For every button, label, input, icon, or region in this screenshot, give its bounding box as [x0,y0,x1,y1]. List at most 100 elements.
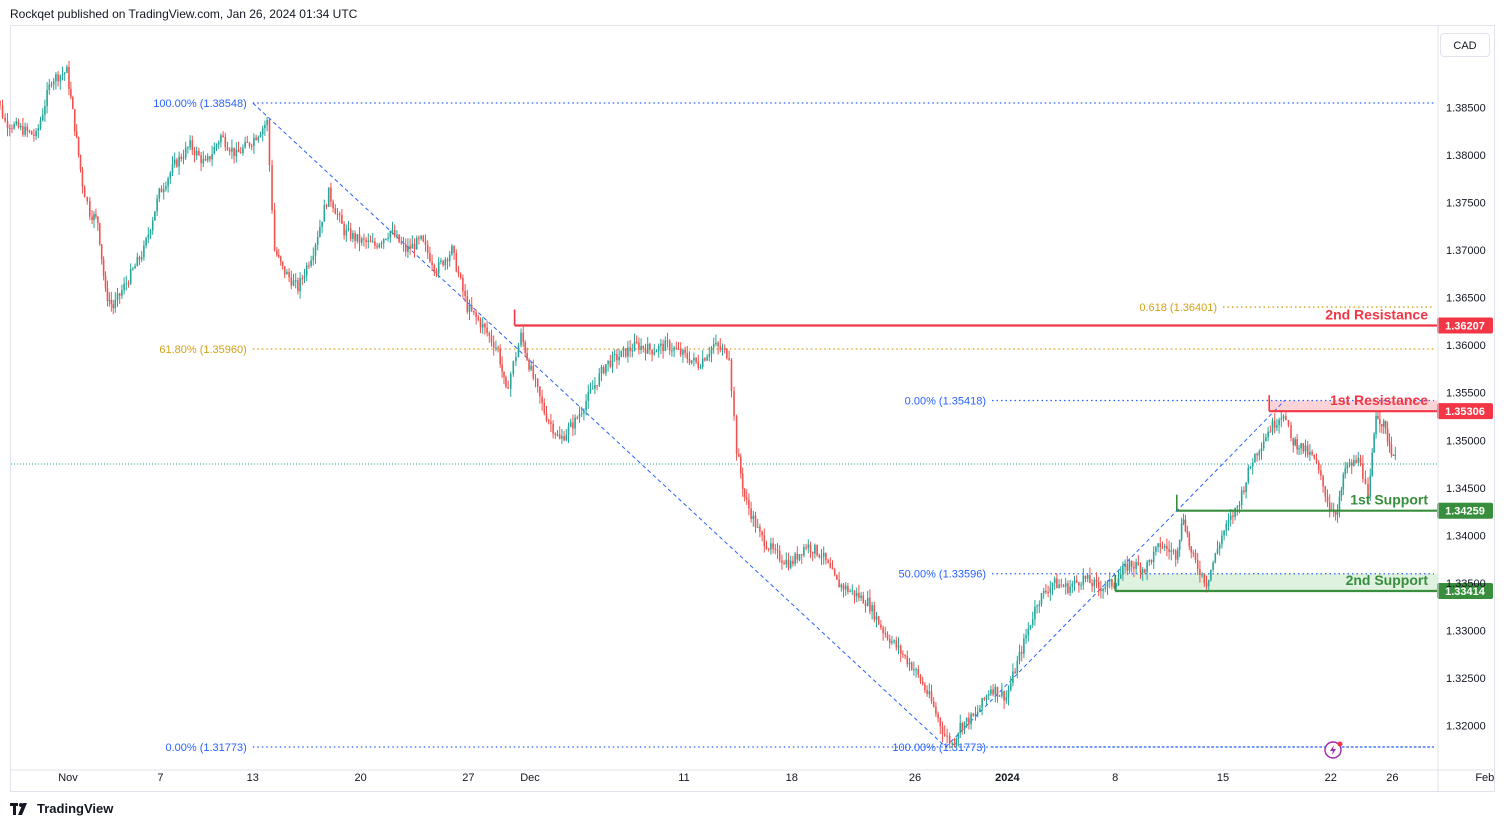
candle-body [1258,451,1261,456]
price-tick-label: 1.38500 [1446,103,1486,115]
candle-body [666,340,669,342]
time-axis[interactable]: Nov 7 13 20 27 Dec 11 18 26 2024 8 15 22 26 Feb [11,769,1494,784]
candle-body [897,645,900,648]
candle-body [1148,560,1151,562]
candle-body [1190,546,1193,553]
candle-body [968,717,970,725]
candle-body [613,354,616,356]
candle-body [741,473,744,489]
candle-body [1170,550,1173,552]
candle-body [17,121,20,128]
candle-body [319,226,321,237]
candle-body [961,723,964,730]
candle-body [616,354,618,361]
candle-body [470,304,473,311]
candle-body [1071,583,1074,587]
candle-body [1282,415,1285,419]
candle-body [294,280,297,282]
candle-body [1122,567,1124,575]
candle-body [1166,545,1168,549]
candle-body [358,234,361,243]
candle-body [1067,583,1069,593]
candle-body [72,97,74,110]
candle-body [895,640,898,648]
candle-body [28,130,31,132]
fib-level-label: 0.00% (1.31773) [165,742,246,754]
candle-body [83,186,86,198]
time-tick-label: 11 [678,772,689,784]
candle-body [622,348,625,351]
candle-body [752,515,755,520]
candle-body [1184,519,1187,532]
candle-body [965,717,968,722]
candle-body [391,229,394,232]
candle-body [710,347,713,355]
candle-body [1338,496,1341,511]
candle-body [246,141,249,143]
candle-body [1336,510,1339,515]
currency-selector[interactable]: CAD [1440,33,1490,57]
candle-body [1036,605,1038,607]
candle-body [81,169,84,187]
fib-level-label: 100.00% (1.38548) [153,98,247,110]
candle-body [981,698,983,709]
candle-body [983,698,986,700]
candle-body [543,402,546,414]
candle-body [677,348,680,350]
level-name: 1st Support [1350,492,1428,508]
candle-body [853,590,856,597]
candle-body [286,272,288,275]
candle-body [598,373,601,386]
candle-body [611,354,614,367]
candle-body [1212,562,1214,570]
candle-body [354,233,356,241]
candle-body [827,560,829,563]
candle-body [1262,441,1265,449]
candle-body [1260,448,1263,452]
candle-body [558,434,561,439]
candle-body [1251,462,1254,467]
candle-body [396,234,398,237]
candle-body [517,345,520,358]
candle-body [891,641,893,643]
candle-body [1375,415,1377,435]
candle-body [211,154,213,160]
candle-body [376,245,378,248]
candle-body [869,597,871,612]
candle-body [1276,425,1278,428]
candle-body [61,74,64,76]
candle-body [635,341,638,343]
candle-body [803,547,805,556]
candle-body [754,515,757,528]
candle-body [728,358,730,360]
candle-body [440,260,442,262]
candle-body [556,434,559,436]
candle-body [253,137,255,146]
candle-body [222,135,224,137]
candle-body [1210,569,1212,581]
candle-body [1304,445,1307,452]
candle-body [655,350,658,353]
candle-body [341,215,343,224]
candle-body [398,234,400,243]
candle-body [1320,470,1322,476]
candle-body [1023,638,1025,654]
candle-body [1005,697,1008,701]
candle-body [308,265,310,267]
candle-body [1100,588,1102,592]
candle-body [699,366,702,368]
candle-body [921,681,924,685]
candle-body [792,560,794,564]
candle-body [100,244,103,260]
candle-body [19,125,22,128]
notification-dot [1337,741,1343,747]
candle-body [618,356,620,361]
price-axis[interactable]: 1.38500 1.38000 1.37500 1.37000 1.36500 1.360… [1437,26,1486,791]
candle-body [805,547,807,549]
candle-body [468,304,471,312]
candle-body [915,669,917,671]
candle-body [209,156,211,160]
candle-body [446,259,449,262]
candle-body [829,562,832,568]
